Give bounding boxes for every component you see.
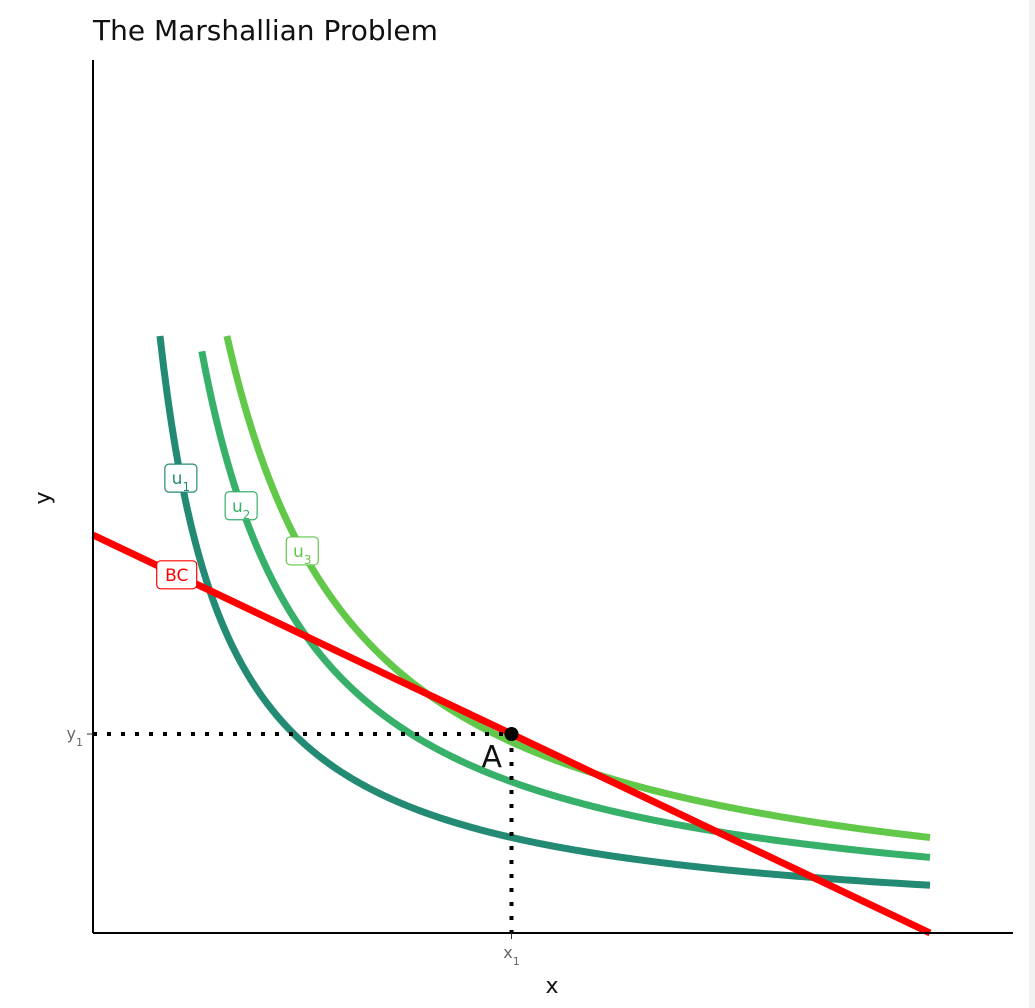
- label-u3: u3: [285, 536, 319, 567]
- label-u2: u2: [224, 491, 258, 522]
- label-box: [164, 463, 198, 493]
- curve-u2: [198, 350, 931, 861]
- x-tick-label: x1: [503, 943, 519, 968]
- label-bc: BC: [156, 560, 198, 590]
- curves-group: [91, 335, 932, 937]
- y-tick-label: y1: [67, 724, 83, 749]
- label-u1: u1: [164, 463, 198, 494]
- point-a-marker: [504, 727, 519, 741]
- ticks-group: x1 y1: [67, 724, 520, 968]
- curve-labels-group: u1 u2 u3 BC: [156, 463, 319, 590]
- x-axis-label: x: [545, 974, 558, 999]
- label-box: [156, 560, 198, 590]
- label-text: BC: [165, 566, 188, 586]
- point-a-label: A: [482, 740, 503, 775]
- label-box: [285, 536, 319, 566]
- guide-lines-group: A: [93, 727, 519, 933]
- label-box: [224, 491, 258, 521]
- chart-title: The Marshallian Problem: [92, 14, 438, 47]
- y-axis-label: y: [31, 491, 56, 504]
- curve-u1: [156, 335, 931, 889]
